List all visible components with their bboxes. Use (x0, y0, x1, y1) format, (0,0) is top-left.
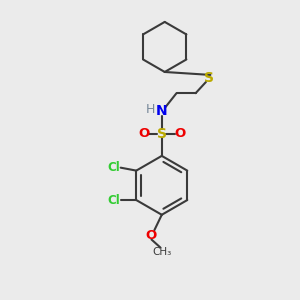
Text: Cl: Cl (108, 161, 121, 174)
Text: H: H (146, 103, 155, 116)
Text: Cl: Cl (108, 194, 121, 207)
Text: O: O (138, 127, 149, 140)
Text: S: S (157, 127, 167, 141)
Text: O: O (174, 127, 186, 140)
Text: O: O (146, 229, 157, 242)
Text: N: N (156, 104, 168, 118)
Text: CH₃: CH₃ (152, 247, 171, 256)
Text: S: S (204, 71, 214, 85)
